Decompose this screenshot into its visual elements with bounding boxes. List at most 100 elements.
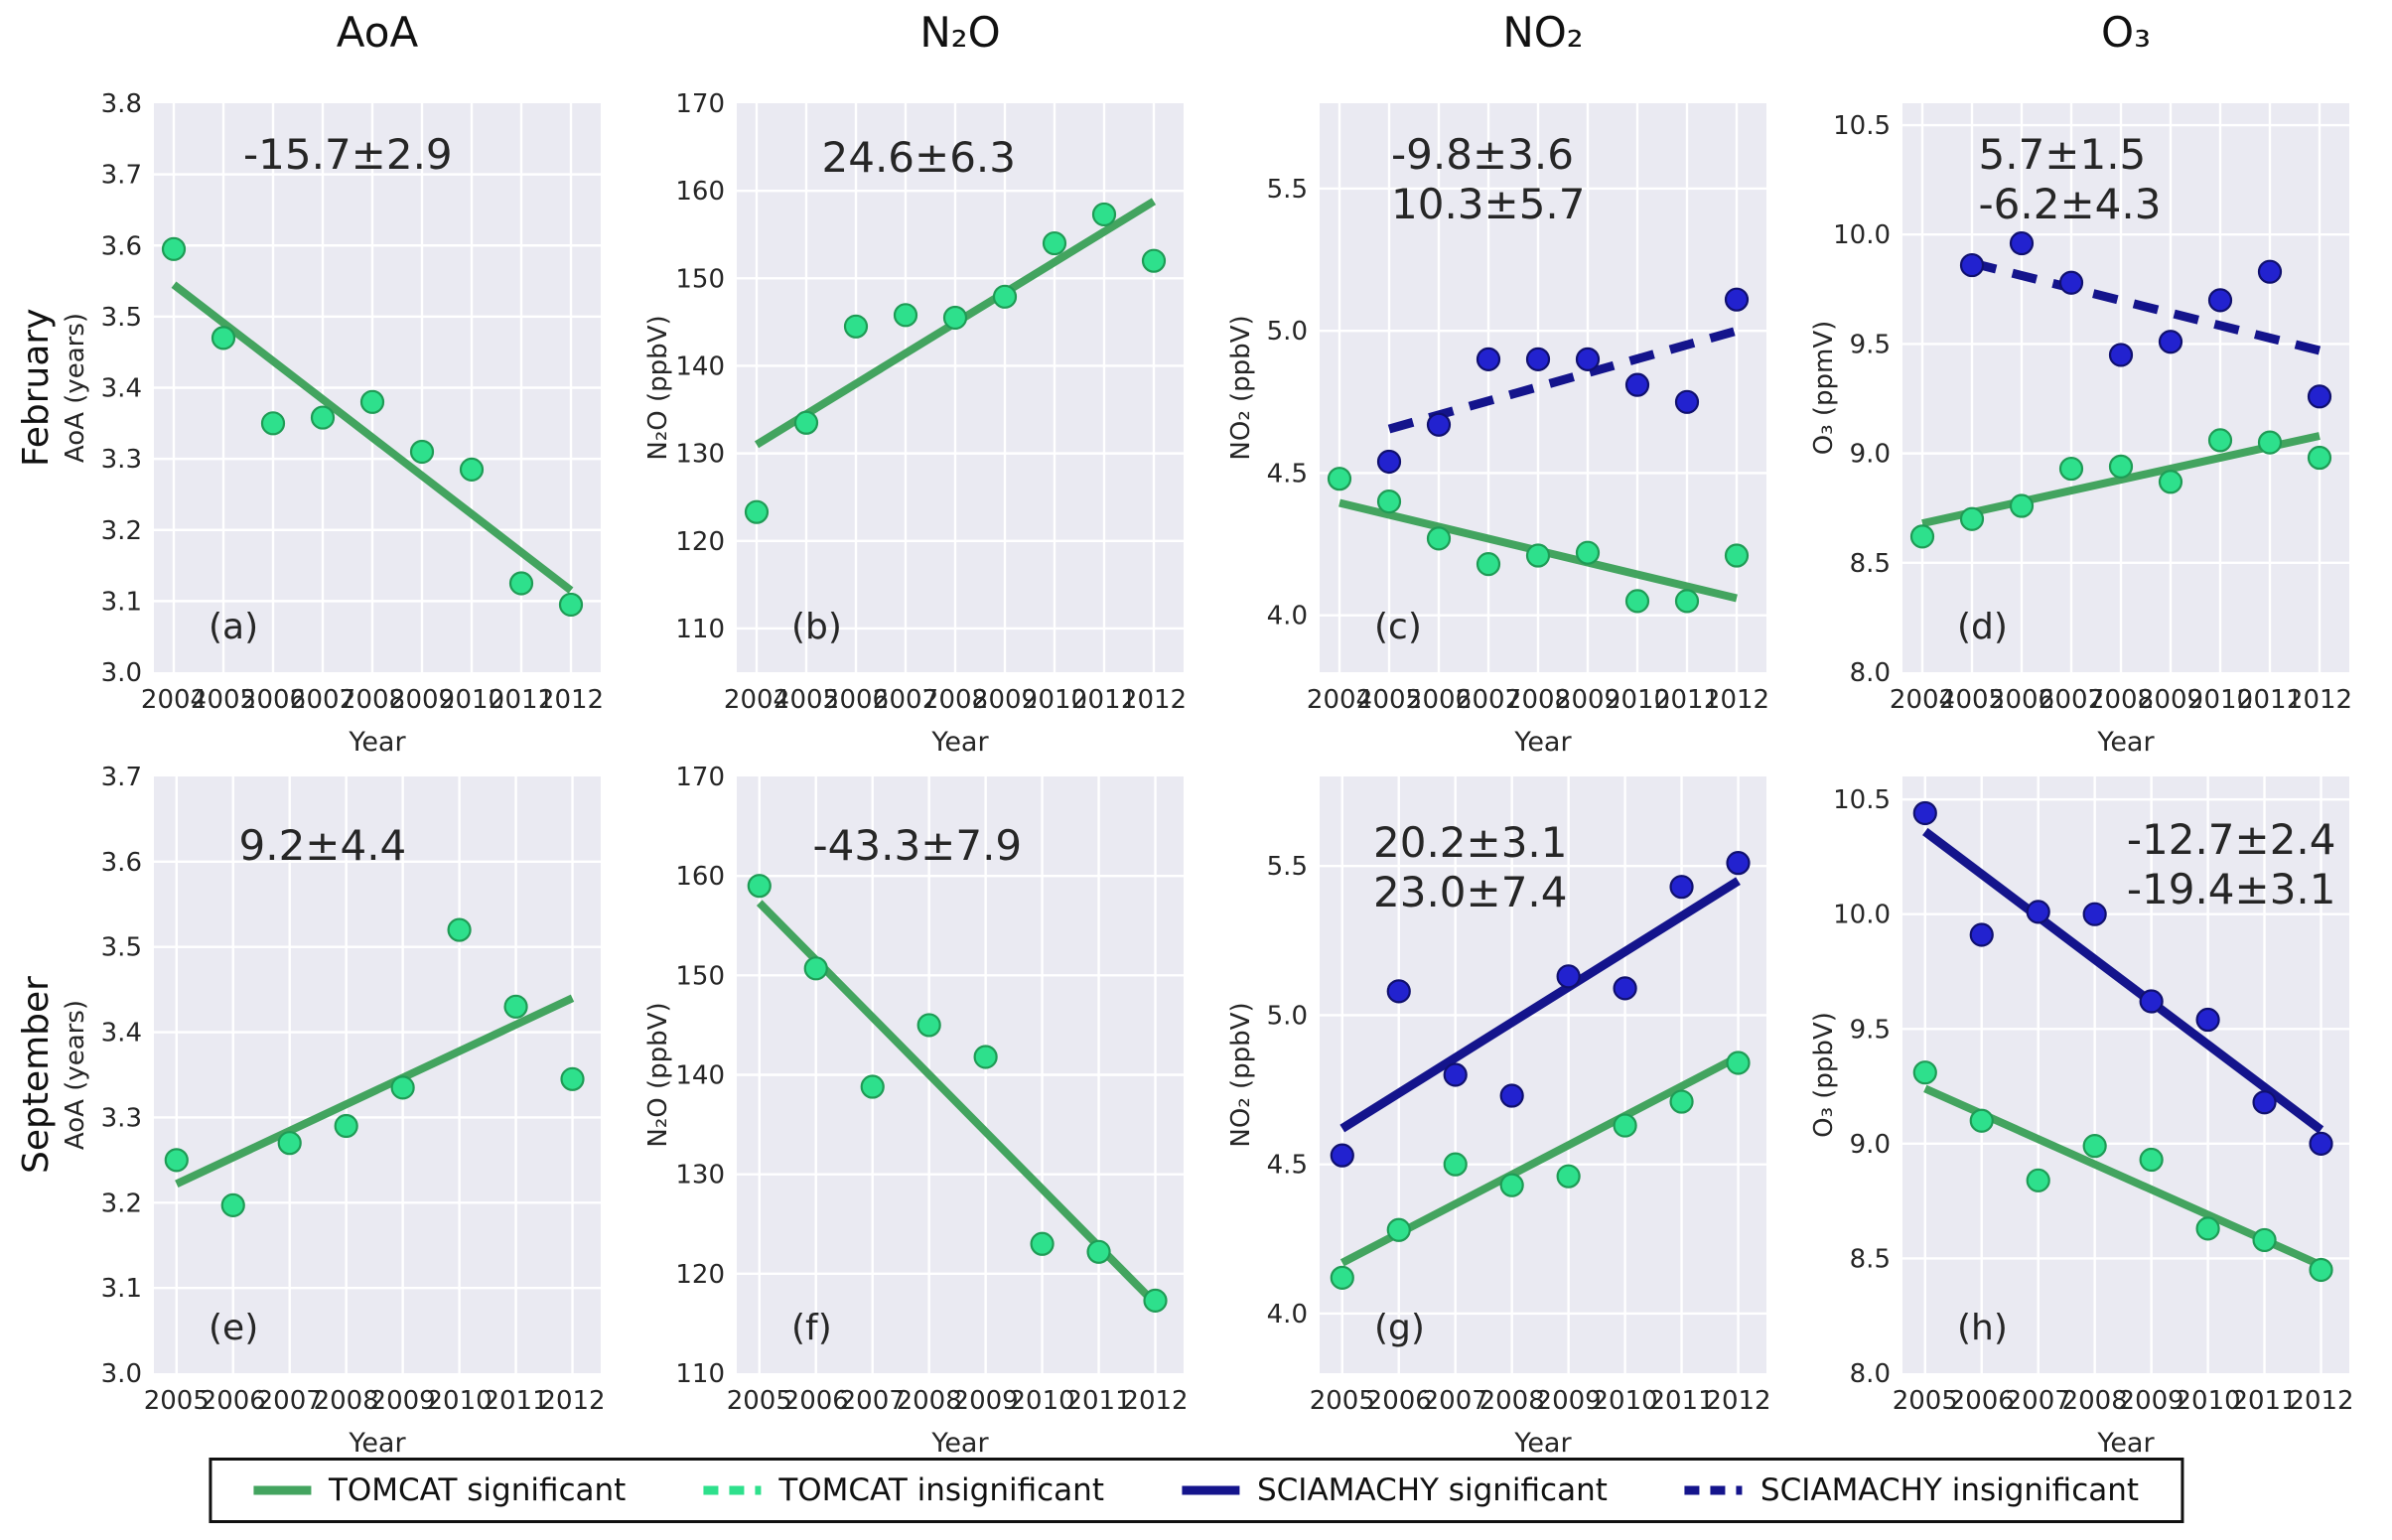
y-axis-label: NO₂ (ppbV)	[1226, 1002, 1256, 1147]
svg-text:2010: 2010	[427, 1386, 492, 1416]
svg-text:2008: 2008	[922, 685, 988, 715]
svg-text:5.5: 5.5	[1267, 175, 1308, 205]
svg-text:2012: 2012	[538, 685, 604, 715]
x-axis-label: Year	[930, 1428, 989, 1455]
panel-letter: (b)	[791, 607, 842, 647]
svg-text:2012: 2012	[1704, 685, 1769, 715]
chart-h-canvas: 200520062007200820092010201120128.08.59.…	[1809, 776, 2354, 1455]
sciamachy-data-points	[1330, 851, 1751, 1168]
svg-text:110: 110	[675, 615, 725, 644]
svg-text:9.5: 9.5	[1850, 330, 1891, 359]
svg-text:5.0: 5.0	[1267, 1001, 1308, 1031]
svg-text:2011: 2011	[2237, 685, 2303, 715]
column-title-aoa: AoA	[336, 8, 419, 57]
svg-text:160: 160	[675, 862, 725, 892]
panel-letter: (e)	[209, 1308, 258, 1348]
svg-text:20.2±3.1: 20.2±3.1	[1373, 818, 1568, 867]
svg-text:3.2: 3.2	[101, 516, 142, 546]
subplot-g-september-no2: 2005 2006 2007 2008 2009 2010 2011 2012 4.0 4.5 5.…	[1225, 750, 1808, 1455]
panel-letter: (f)	[791, 1308, 832, 1348]
tomcat-trend-line	[1921, 432, 2321, 528]
svg-text:3.3: 3.3	[101, 445, 142, 475]
svg-text:2009: 2009	[389, 685, 455, 715]
trend-annotations: -12.7±2.4-19.4±3.1	[2127, 815, 2336, 913]
svg-text:8.0: 8.0	[1850, 1359, 1891, 1389]
svg-text:2005: 2005	[191, 685, 256, 715]
y-axis-label: N₂O (ppbV)	[643, 315, 673, 460]
svg-text:2008: 2008	[2062, 1386, 2128, 1416]
svg-text:130: 130	[675, 1161, 725, 1190]
svg-text:10.5: 10.5	[1833, 785, 1891, 815]
svg-text:2006: 2006	[823, 685, 889, 715]
tomcat-data-points	[1909, 428, 2332, 549]
gridlines	[737, 103, 1184, 672]
svg-text:2012: 2012	[1705, 1386, 1770, 1416]
svg-text:2004: 2004	[724, 685, 789, 715]
svg-text:2010: 2010	[1605, 685, 1670, 715]
tomcat-data-points	[1912, 1060, 2333, 1283]
subplot-f-september-n2o: 2005 2006 2007 2008 2009 2010 2011 2012 110 120 13…	[642, 750, 1225, 1455]
svg-text:120: 120	[675, 527, 725, 557]
svg-text:8.5: 8.5	[1850, 549, 1891, 579]
y-tick-labels: 8.0 8.5 9.0 9.5 10.0 10.5	[1833, 111, 1891, 688]
svg-text:2011: 2011	[1654, 685, 1720, 715]
tomcat-data-points	[1330, 1050, 1751, 1290]
chart-c-canvas: 2004200520062007200820092010201120124.04…	[1226, 103, 1769, 758]
svg-text:3.7: 3.7	[101, 161, 142, 191]
sciamachy-data-points	[1376, 287, 1750, 475]
svg-text:3.5: 3.5	[101, 303, 142, 333]
x-axis-label: Year	[1513, 727, 1572, 758]
svg-text:2005: 2005	[1310, 1386, 1375, 1416]
svg-text:8.5: 8.5	[1850, 1244, 1891, 1274]
svg-text:2012: 2012	[2288, 1386, 2353, 1416]
svg-text:2009: 2009	[1555, 685, 1620, 715]
x-axis-label: Year	[2096, 1428, 2155, 1455]
subplot-a-february-aoa: 2004 2005 2006 2007 2008 2009 2010 2011 2012 3.0 3…	[60, 60, 642, 765]
y-tick-labels: 3.0 3.1 3.2 3.3 3.4 3.5 3.6 3.7	[101, 763, 142, 1389]
gridlines	[154, 776, 601, 1373]
panel-letter: (c)	[1374, 607, 1422, 647]
y-tick-labels: 4.0 4.5 5.0 5.5	[1267, 175, 1308, 631]
sciamachy-significant-line-sample	[1181, 1485, 1239, 1495]
svg-text:3.0: 3.0	[101, 658, 142, 688]
svg-text:2007: 2007	[2006, 1386, 2071, 1416]
tomcat-data-points	[164, 917, 585, 1217]
svg-text:170: 170	[675, 763, 725, 792]
trend-lines	[175, 994, 575, 1189]
svg-text:23.0±7.4: 23.0±7.4	[1373, 868, 1568, 916]
svg-text:2008: 2008	[340, 685, 405, 715]
svg-text:2008: 2008	[314, 1386, 379, 1416]
svg-text:2010: 2010	[439, 685, 504, 715]
panel-letter: (g)	[1374, 1308, 1425, 1348]
svg-text:2005: 2005	[1893, 1386, 1958, 1416]
sciamachy-data-points	[1912, 800, 2333, 1156]
svg-text:2008: 2008	[1505, 685, 1571, 715]
sciamachy-data-points	[1959, 230, 2332, 409]
svg-text:3.7: 3.7	[101, 763, 142, 792]
legend-label: TOMCAT insignificant	[778, 1472, 1104, 1508]
tomcat-data-points	[161, 236, 584, 618]
svg-text:2005: 2005	[1939, 685, 2005, 715]
svg-text:3.3: 3.3	[101, 1103, 142, 1133]
svg-text:2011: 2011	[1065, 1386, 1131, 1416]
svg-text:2012: 2012	[539, 1386, 605, 1416]
chart-e-canvas: 200520062007200820092010201120123.03.13.…	[61, 763, 606, 1455]
tomcat-data-points	[1327, 467, 1750, 614]
legend-item-sciamachy-insignificant: SCIAMACHY insignificant	[1684, 1472, 2139, 1508]
trend-annotations: -43.3±7.9	[813, 821, 1023, 870]
svg-text:2009: 2009	[972, 685, 1038, 715]
gridlines	[1902, 103, 2349, 672]
trend-annotations: -15.7±2.9	[243, 130, 453, 179]
y-axis-label: O₃ (ppmV)	[1809, 321, 1839, 456]
svg-text:2007: 2007	[2039, 685, 2104, 715]
svg-text:2011: 2011	[489, 685, 554, 715]
column-title-o3: O₃	[2101, 8, 2151, 57]
svg-text:2006: 2006	[201, 1386, 266, 1416]
panel-letter: (a)	[209, 607, 258, 647]
row-label-february: February	[16, 308, 57, 468]
subplot-h-september-o3: 2005 2006 2007 2008 2009 2010 2011 2012 8.0 8.5 9.…	[1808, 750, 2391, 1455]
svg-text:5.0: 5.0	[1267, 317, 1308, 347]
